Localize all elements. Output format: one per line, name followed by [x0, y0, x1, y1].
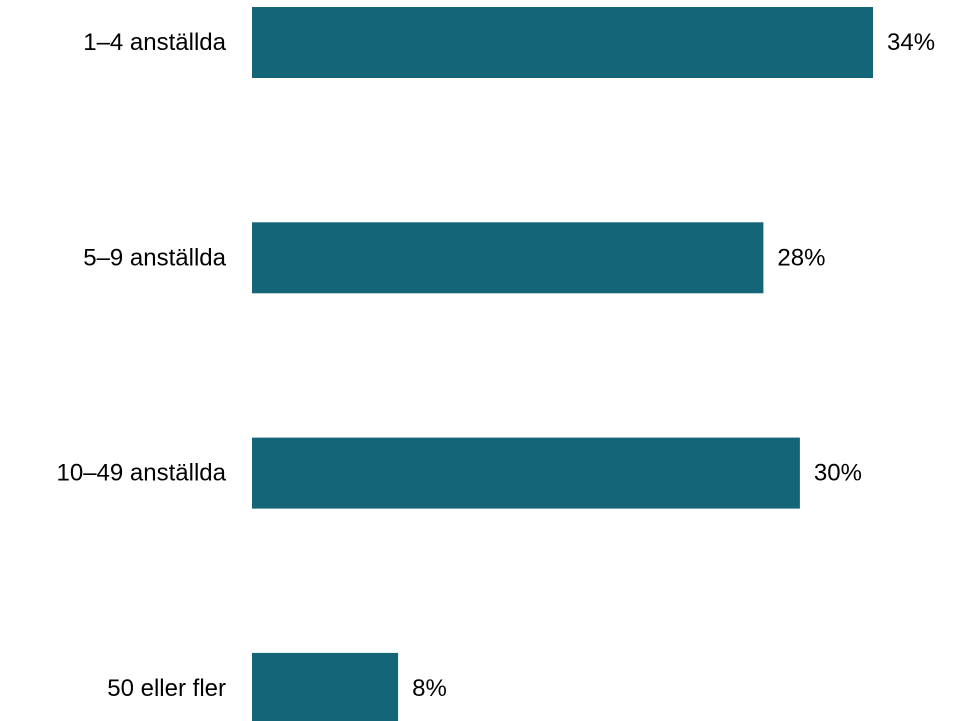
bar-1: [252, 222, 764, 294]
bar-0: [252, 7, 873, 78]
category-label-3: 50 eller fler: [107, 675, 226, 702]
bars: [252, 7, 873, 721]
bar-3: [252, 652, 399, 721]
value-label-1: 28%: [777, 244, 825, 271]
category-labels: 1–4 anställda 5–9 anställda 10–49 anställd…: [57, 29, 227, 702]
value-label-2: 30%: [814, 460, 862, 487]
category-label-1: 5–9 anställda: [83, 244, 226, 271]
value-label-0: 34%: [887, 29, 935, 56]
bar-2: [252, 437, 800, 509]
category-label-2: 10–49 anställda: [57, 460, 227, 487]
value-label-3: 8%: [412, 675, 447, 702]
value-labels: 34% 28% 30% 8%: [412, 29, 935, 702]
category-label-0: 1–4 anställda: [83, 29, 226, 56]
